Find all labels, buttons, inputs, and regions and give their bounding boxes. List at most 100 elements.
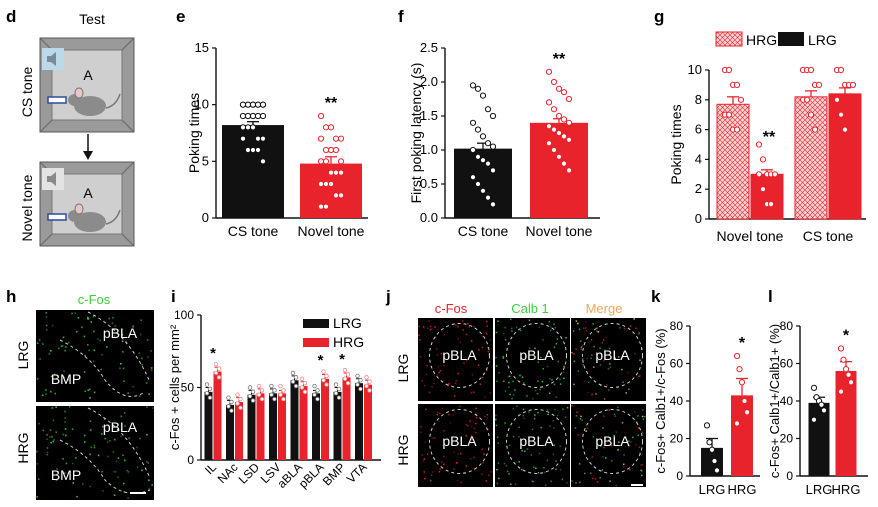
data-points (247, 385, 256, 403)
cfos-dot (107, 455, 109, 458)
y-tick-label: 10 (688, 62, 702, 77)
cell-dot (506, 470, 509, 473)
cell-dot (575, 482, 577, 484)
cfos-dot (68, 341, 70, 344)
cfos-dot (45, 311, 48, 314)
cell-dot (613, 434, 616, 437)
data-point (332, 135, 340, 142)
data-point (550, 126, 558, 133)
data-point (204, 382, 210, 387)
cell-dot (424, 477, 426, 480)
cfos-dot (50, 349, 52, 352)
cfos-dot (141, 469, 143, 472)
cfos-dot (54, 392, 57, 395)
cell-dot (541, 380, 544, 383)
panel-letter: k (651, 287, 661, 306)
cell-dot (505, 464, 508, 467)
cell-dot (553, 444, 556, 446)
cell-dot (512, 435, 515, 438)
cell-dot (603, 446, 605, 449)
cell-dot (634, 353, 636, 355)
cfos-dot (122, 367, 125, 370)
cfos-dot (53, 439, 55, 441)
cfos-dot (89, 397, 91, 399)
data-point (767, 201, 775, 208)
bar (312, 393, 320, 460)
cell-dot (605, 336, 607, 339)
data-point (315, 388, 320, 393)
cell-dot (540, 426, 542, 429)
nose-poke-icon (47, 96, 67, 104)
cell-dot (599, 364, 602, 366)
cell-dot (573, 360, 576, 363)
cfos-dot (138, 395, 141, 397)
cell-dot (577, 370, 579, 372)
cfos-dot (76, 495, 78, 498)
data-point (355, 382, 360, 387)
cell-dot (596, 327, 598, 329)
cfos-dot (108, 317, 110, 320)
data-point (810, 416, 818, 423)
cfos-dot (57, 347, 60, 350)
cell-dot (512, 407, 515, 410)
cfos-dot (55, 406, 57, 408)
cfos-dot (65, 346, 67, 348)
cell-dot (577, 322, 579, 325)
data-point (272, 388, 277, 393)
cfos-dot (63, 370, 65, 373)
cell-dot (519, 374, 522, 376)
cell-dot (426, 453, 429, 455)
data-point (238, 405, 243, 410)
cell-dot (538, 437, 541, 439)
cell-dot (439, 369, 442, 372)
data-point (545, 68, 553, 75)
data-point (736, 366, 743, 373)
data-point (290, 370, 296, 376)
micrograph (495, 318, 570, 401)
data-point (489, 143, 497, 150)
data-point (312, 383, 317, 389)
cfos-dot (74, 457, 77, 459)
cell-dot (430, 479, 432, 482)
data-point (837, 388, 845, 395)
cell-dot (434, 436, 436, 439)
cell-dot (468, 325, 471, 328)
cell-dot (641, 415, 644, 418)
data-point (317, 158, 325, 165)
data-point (733, 81, 741, 89)
cell-dot (599, 347, 601, 349)
cell-dot (489, 339, 492, 341)
bar (222, 125, 284, 218)
cfos-dot (74, 312, 76, 315)
data-point (254, 146, 262, 154)
data-point (239, 112, 247, 120)
data-point (239, 124, 247, 131)
data-point (725, 111, 733, 118)
cfos-dot (64, 434, 67, 437)
cell-dot (575, 320, 578, 322)
cfos-dot (92, 315, 95, 318)
data-point (743, 409, 751, 416)
cfos-dot (136, 466, 139, 468)
cfos-dot (103, 418, 106, 420)
cell-dot (638, 332, 640, 334)
bar (256, 393, 265, 460)
cell-dot (509, 318, 512, 321)
cell-dot (591, 354, 593, 356)
cell-dot (623, 463, 625, 466)
data-point (327, 146, 335, 154)
cell-dot (540, 356, 542, 359)
cell-dot (475, 431, 477, 434)
data-points (235, 392, 243, 410)
cell-dot (496, 436, 499, 438)
cell-dot (533, 414, 536, 417)
cell-dot (457, 326, 459, 328)
data-point (322, 124, 330, 131)
cell-dot (586, 357, 588, 360)
cell-dot (550, 326, 552, 328)
cell-dot (419, 338, 421, 341)
cell-dot (615, 484, 617, 487)
y-tick-label: 8 (695, 92, 702, 107)
cell-dot (637, 415, 639, 417)
region-boundary (429, 323, 490, 388)
